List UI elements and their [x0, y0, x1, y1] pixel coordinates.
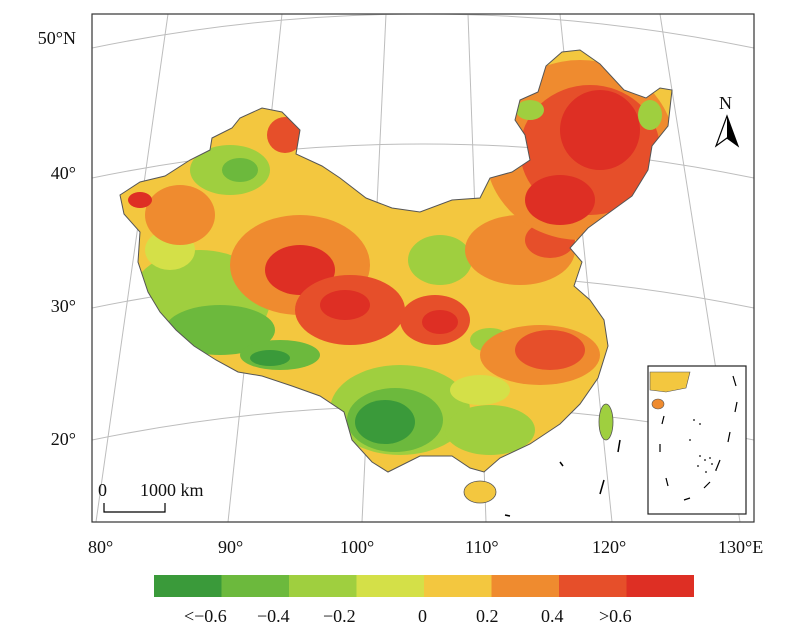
- legend-swatch: [154, 575, 222, 597]
- north-arrow-icon: [714, 114, 740, 148]
- scale-bar: [103, 503, 166, 513]
- legend-swatch: [424, 575, 492, 597]
- legend-swatch: [559, 575, 627, 597]
- scale-zero-label: 0: [98, 480, 107, 500]
- south-china-sea-inset: [647, 365, 747, 515]
- nine-dash-line: [504, 439, 621, 517]
- lat-label-50: 50°N: [37, 28, 76, 48]
- lat-label-40: 40°: [50, 163, 76, 183]
- lat-label-20: 20°: [50, 429, 76, 449]
- legend-label: −0.4: [257, 606, 290, 626]
- legend-label: −0.2: [323, 606, 356, 626]
- lon-label-80: 80°: [88, 537, 114, 557]
- legend-label: <−0.6: [184, 606, 227, 626]
- legend-label: >0.6: [599, 606, 632, 626]
- lon-label-90: 90°: [218, 537, 244, 557]
- lon-label-120: 120°: [592, 537, 627, 557]
- lon-label-110: 110°: [465, 537, 499, 557]
- legend-colorbar: [154, 575, 694, 597]
- scale-distance-label: 1000 km: [140, 480, 204, 500]
- meridian-80: [95, 14, 169, 522]
- lon-label-100: 100°: [340, 537, 375, 557]
- north-arrow-label: N: [719, 93, 732, 113]
- lat-label-30: 30°: [50, 296, 76, 316]
- parallel-40: [92, 143, 754, 179]
- map-frame: [91, 13, 755, 523]
- legend-swatch: [491, 575, 559, 597]
- hainan-island: [463, 480, 497, 504]
- legend-swatch: [289, 575, 357, 597]
- parallel-50: [92, 14, 754, 49]
- lon-label-130: 130°E: [718, 537, 764, 557]
- taiwan-island: [598, 403, 614, 441]
- legend-label: 0.4: [541, 606, 564, 626]
- legend-swatch: [221, 575, 289, 597]
- legend-label: 0.2: [476, 606, 499, 626]
- legend-swatch: [356, 575, 424, 597]
- china-border: [119, 49, 673, 473]
- legend-label: 0: [418, 606, 427, 626]
- legend-swatch: [626, 575, 694, 597]
